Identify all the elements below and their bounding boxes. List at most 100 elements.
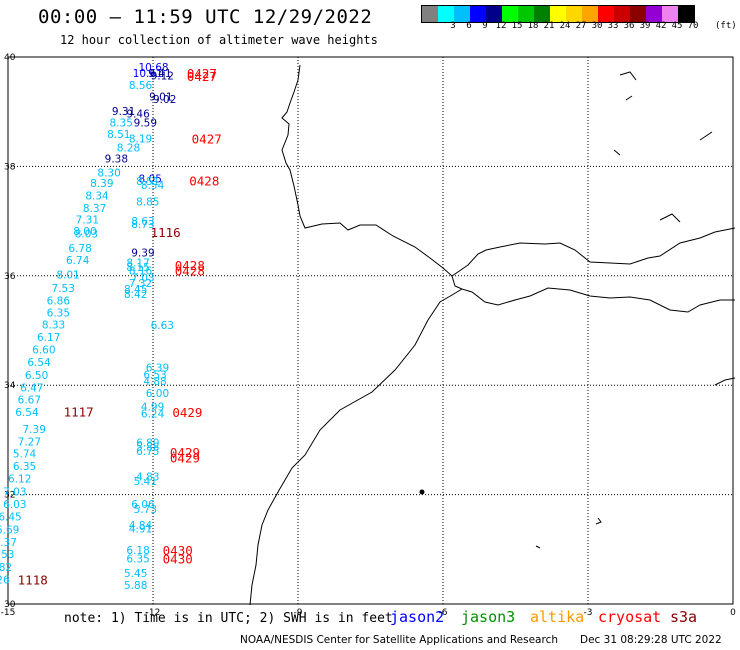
lon-tick-label: -3: [584, 608, 593, 618]
legend-label: 33: [607, 21, 619, 31]
legend-label: 24: [559, 21, 571, 31]
wave-height-value: 4.83: [136, 472, 159, 484]
wave-height-value: 4.84: [129, 520, 153, 532]
legend-swatch: [646, 6, 662, 22]
wave-height-value: 5.45: [124, 568, 147, 580]
pass-time: 0427: [187, 66, 217, 81]
lat-tick-label: 38: [4, 162, 16, 172]
credit-line: NOAA/NESDIS Center for Satellite Applica…: [240, 634, 558, 646]
lon-tick-label: -15: [1, 608, 16, 618]
wave-height-value: 8.39: [90, 178, 113, 190]
lat-tick-label: 30: [4, 600, 16, 610]
wave-observations: 10.6810.619.419.128.569.019.029.319.468.…: [0, 62, 176, 592]
wave-height-value: 6.54: [27, 357, 51, 369]
pass-time: 1116: [151, 225, 181, 240]
wave-height-value: 4.99: [141, 402, 164, 414]
legend-label: 70: [687, 21, 699, 31]
lon-tick-label: -12: [146, 608, 161, 618]
coastline-iberia: [281, 64, 736, 277]
legend-swatch: [678, 6, 694, 22]
wave-height-value: 9.39: [131, 247, 154, 259]
wave-height-value: 8.85: [136, 196, 159, 208]
wave-height-value: 9.02: [153, 94, 176, 106]
lat-tick-label: 34: [4, 381, 16, 391]
mission-jason3: jason3: [461, 608, 516, 626]
wave-height-value: 8.63: [131, 216, 154, 228]
wave-height-value: 8.54: [141, 180, 165, 192]
island-marker: [419, 489, 425, 495]
legend-label: 27: [575, 21, 587, 31]
pass-time: 0429: [170, 445, 200, 460]
wave-height-value: 9.12: [151, 71, 174, 83]
wave-height-value: 8.42: [124, 289, 147, 301]
wave-height-value: 7.31: [76, 214, 99, 226]
legend-swatch: [502, 6, 518, 22]
legend-label: 12: [495, 21, 507, 31]
legend-label: 45: [671, 21, 683, 31]
island-small-1: [595, 517, 602, 525]
legend-swatch: [582, 6, 598, 22]
lon-tick-label: -9: [294, 608, 303, 618]
legend-swatch: [630, 6, 646, 22]
legend-unit: (ft): [715, 21, 737, 31]
wave-height-value: 6.18: [126, 545, 149, 557]
legend-label: 21: [543, 21, 555, 31]
pass-time: 1117: [64, 404, 94, 419]
wave-height-value: 8.15: [126, 262, 149, 274]
wave-height-value: 5.88: [136, 441, 159, 453]
wave-height-value: 9.31: [112, 106, 135, 118]
pass-time: 0427: [192, 132, 222, 147]
legend-swatch: [486, 6, 502, 22]
legend-swatch: [422, 6, 438, 22]
mission-cryosat: cryosat: [598, 608, 662, 626]
graticule: [8, 57, 733, 604]
wave-height-value: 6.78: [68, 243, 91, 255]
island-small-4: [613, 71, 713, 223]
mission-altika: altika: [530, 608, 585, 626]
wave-height-value: 6.54: [15, 407, 39, 419]
wave-height-value: 5.53: [0, 549, 14, 561]
lat-tick-label: 40: [4, 53, 16, 63]
map-title: 00:00 – 11:59 UTC 12/29/2022: [38, 6, 373, 28]
wave-height-value: 8.33: [42, 319, 65, 331]
wave-height-value: 4.88: [143, 376, 166, 388]
pass-time: 1118: [18, 572, 48, 587]
legend-label: 39: [639, 21, 651, 31]
wave-height-value: 6.45: [0, 511, 22, 523]
wave-height-value: 8.51: [136, 176, 159, 188]
mission-jason2: jason2: [390, 608, 445, 626]
wave-height-value: 9.59: [134, 118, 157, 130]
wave-height-value: 5.88: [124, 580, 147, 592]
lat-tick-label: 36: [4, 272, 16, 282]
wave-height-value: 6.35: [126, 554, 149, 566]
pass-time: 0430: [163, 543, 193, 558]
coastline: [249, 64, 736, 606]
legend-swatch: [598, 6, 614, 22]
wave-height-value: 8.19: [129, 134, 152, 146]
wave-height-value: 6.47: [20, 382, 43, 394]
wave-height-value: 6.37: [0, 537, 17, 549]
wave-height-value: 4.91: [129, 524, 152, 536]
legend-swatch: [566, 6, 582, 22]
wave-height-value: 8.34: [85, 190, 109, 202]
mission-s3a: s3a: [670, 608, 698, 626]
wave-height-value: 6.12: [8, 474, 31, 486]
footnote: note: 1) Time is in UTC; 2) SWH is in fe…: [64, 611, 393, 626]
wave-height-value: 6.03: [3, 499, 26, 511]
wave-height-value: 8.73: [131, 219, 154, 231]
wave-height-value: 6.50: [25, 370, 48, 382]
wave-height-value: 6.35: [47, 307, 70, 319]
wave-height-value: 6.53: [143, 369, 166, 381]
island-small-2: [535, 545, 541, 549]
wave-height-value: 8.28: [117, 142, 140, 154]
wave-height-value: 6.86: [47, 295, 71, 307]
color-legend: [421, 5, 695, 23]
wave-height-value: 9.38: [105, 154, 128, 166]
wave-height-value: 8.03: [75, 229, 98, 241]
legend-swatch: [550, 6, 566, 22]
wave-height-value: 10.68: [139, 62, 169, 74]
wave-height-value: 6.35: [13, 461, 36, 473]
wave-height-value: 9.41: [148, 68, 171, 80]
wave-height-value: 7.32: [129, 278, 152, 290]
